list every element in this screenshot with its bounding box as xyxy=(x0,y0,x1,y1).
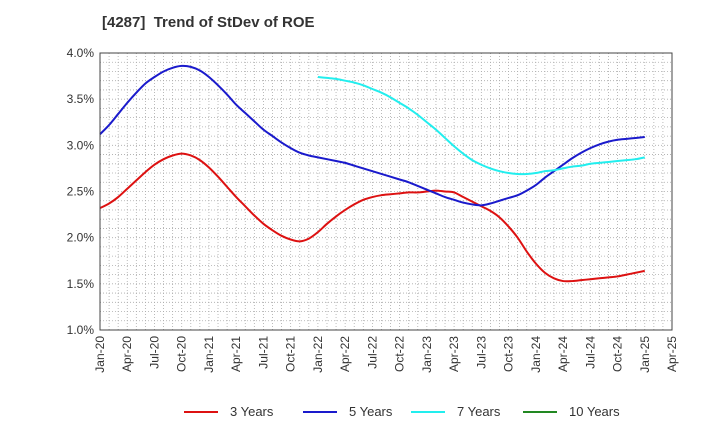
x-tick-label: Jul-23 xyxy=(474,336,488,369)
legend-item: 3 Years xyxy=(184,404,273,419)
line-chart: 1.0% 1.5% 2.0% 2.5% 3.0% 3.5% 4.0% Jan-20 Apr-2… xyxy=(67,46,679,373)
x-tick-label: Oct-24 xyxy=(611,336,625,372)
x-tick-label: Apr-22 xyxy=(338,336,352,372)
x-tick-label: Apr-25 xyxy=(665,336,679,372)
x-tick-label: Oct-21 xyxy=(284,336,298,372)
x-tick-label: Jul-22 xyxy=(365,336,379,369)
x-tick-label: Jan-25 xyxy=(638,336,652,373)
y-tick-label: 1.0% xyxy=(67,323,95,337)
x-tick-label: Jan-24 xyxy=(529,336,543,373)
legend-swatch xyxy=(303,410,337,413)
y-tick-label: 2.0% xyxy=(67,231,95,245)
x-tick-label: Jul-24 xyxy=(583,336,597,369)
x-tick-label: Oct-22 xyxy=(393,336,407,372)
y-tick-label: 4.0% xyxy=(67,46,95,60)
legend-item: 7 Years xyxy=(411,404,500,419)
series-line-7-years xyxy=(317,76,645,176)
x-tick-label: Oct-20 xyxy=(175,336,189,372)
legend-swatch xyxy=(184,410,218,413)
x-tick-label: Apr-23 xyxy=(447,336,461,372)
y-axis: 1.0% 1.5% 2.0% 2.5% 3.0% 3.5% 4.0% xyxy=(67,46,95,337)
legend-item: 10 Years xyxy=(523,404,620,419)
x-tick-label: Apr-20 xyxy=(120,336,134,372)
chart-title: [4287] Trend of StDev of ROE xyxy=(102,14,315,31)
legend-label: 5 Years xyxy=(349,404,393,419)
y-tick-label: 1.5% xyxy=(67,277,95,291)
x-tick-label: Oct-23 xyxy=(502,336,516,372)
x-tick-label: Jan-21 xyxy=(202,336,216,373)
x-tick-label: Jan-22 xyxy=(311,336,325,373)
y-tick-label: 2.5% xyxy=(67,185,95,199)
legend-label: 10 Years xyxy=(569,404,620,419)
x-tick-label: Jul-20 xyxy=(147,336,161,369)
x-tick-label: Apr-21 xyxy=(229,336,243,372)
x-tick-label: Apr-24 xyxy=(556,336,570,372)
x-axis: Jan-20 Apr-20 Jul-20 Oct-20 Jan-21 Apr-21 Jul-… xyxy=(93,336,679,373)
x-tick-label: Jan-23 xyxy=(420,336,434,373)
series-line-3-years xyxy=(99,152,645,283)
series-lines xyxy=(99,64,645,283)
x-tick-label: Jan-20 xyxy=(93,336,107,373)
legend: 3 Years 5 Years 7 Years 10 Years xyxy=(0,404,720,426)
y-tick-label: 3.5% xyxy=(67,92,95,106)
x-tick-label: Jul-21 xyxy=(256,336,270,369)
plot-area-frame xyxy=(99,52,673,331)
legend-label: 7 Years xyxy=(457,404,501,419)
legend-item: 5 Years xyxy=(303,404,392,419)
legend-swatch xyxy=(523,410,557,413)
y-tick-label: 3.0% xyxy=(67,138,95,152)
legend-label: 3 Years xyxy=(230,404,274,419)
legend-swatch xyxy=(411,410,445,413)
